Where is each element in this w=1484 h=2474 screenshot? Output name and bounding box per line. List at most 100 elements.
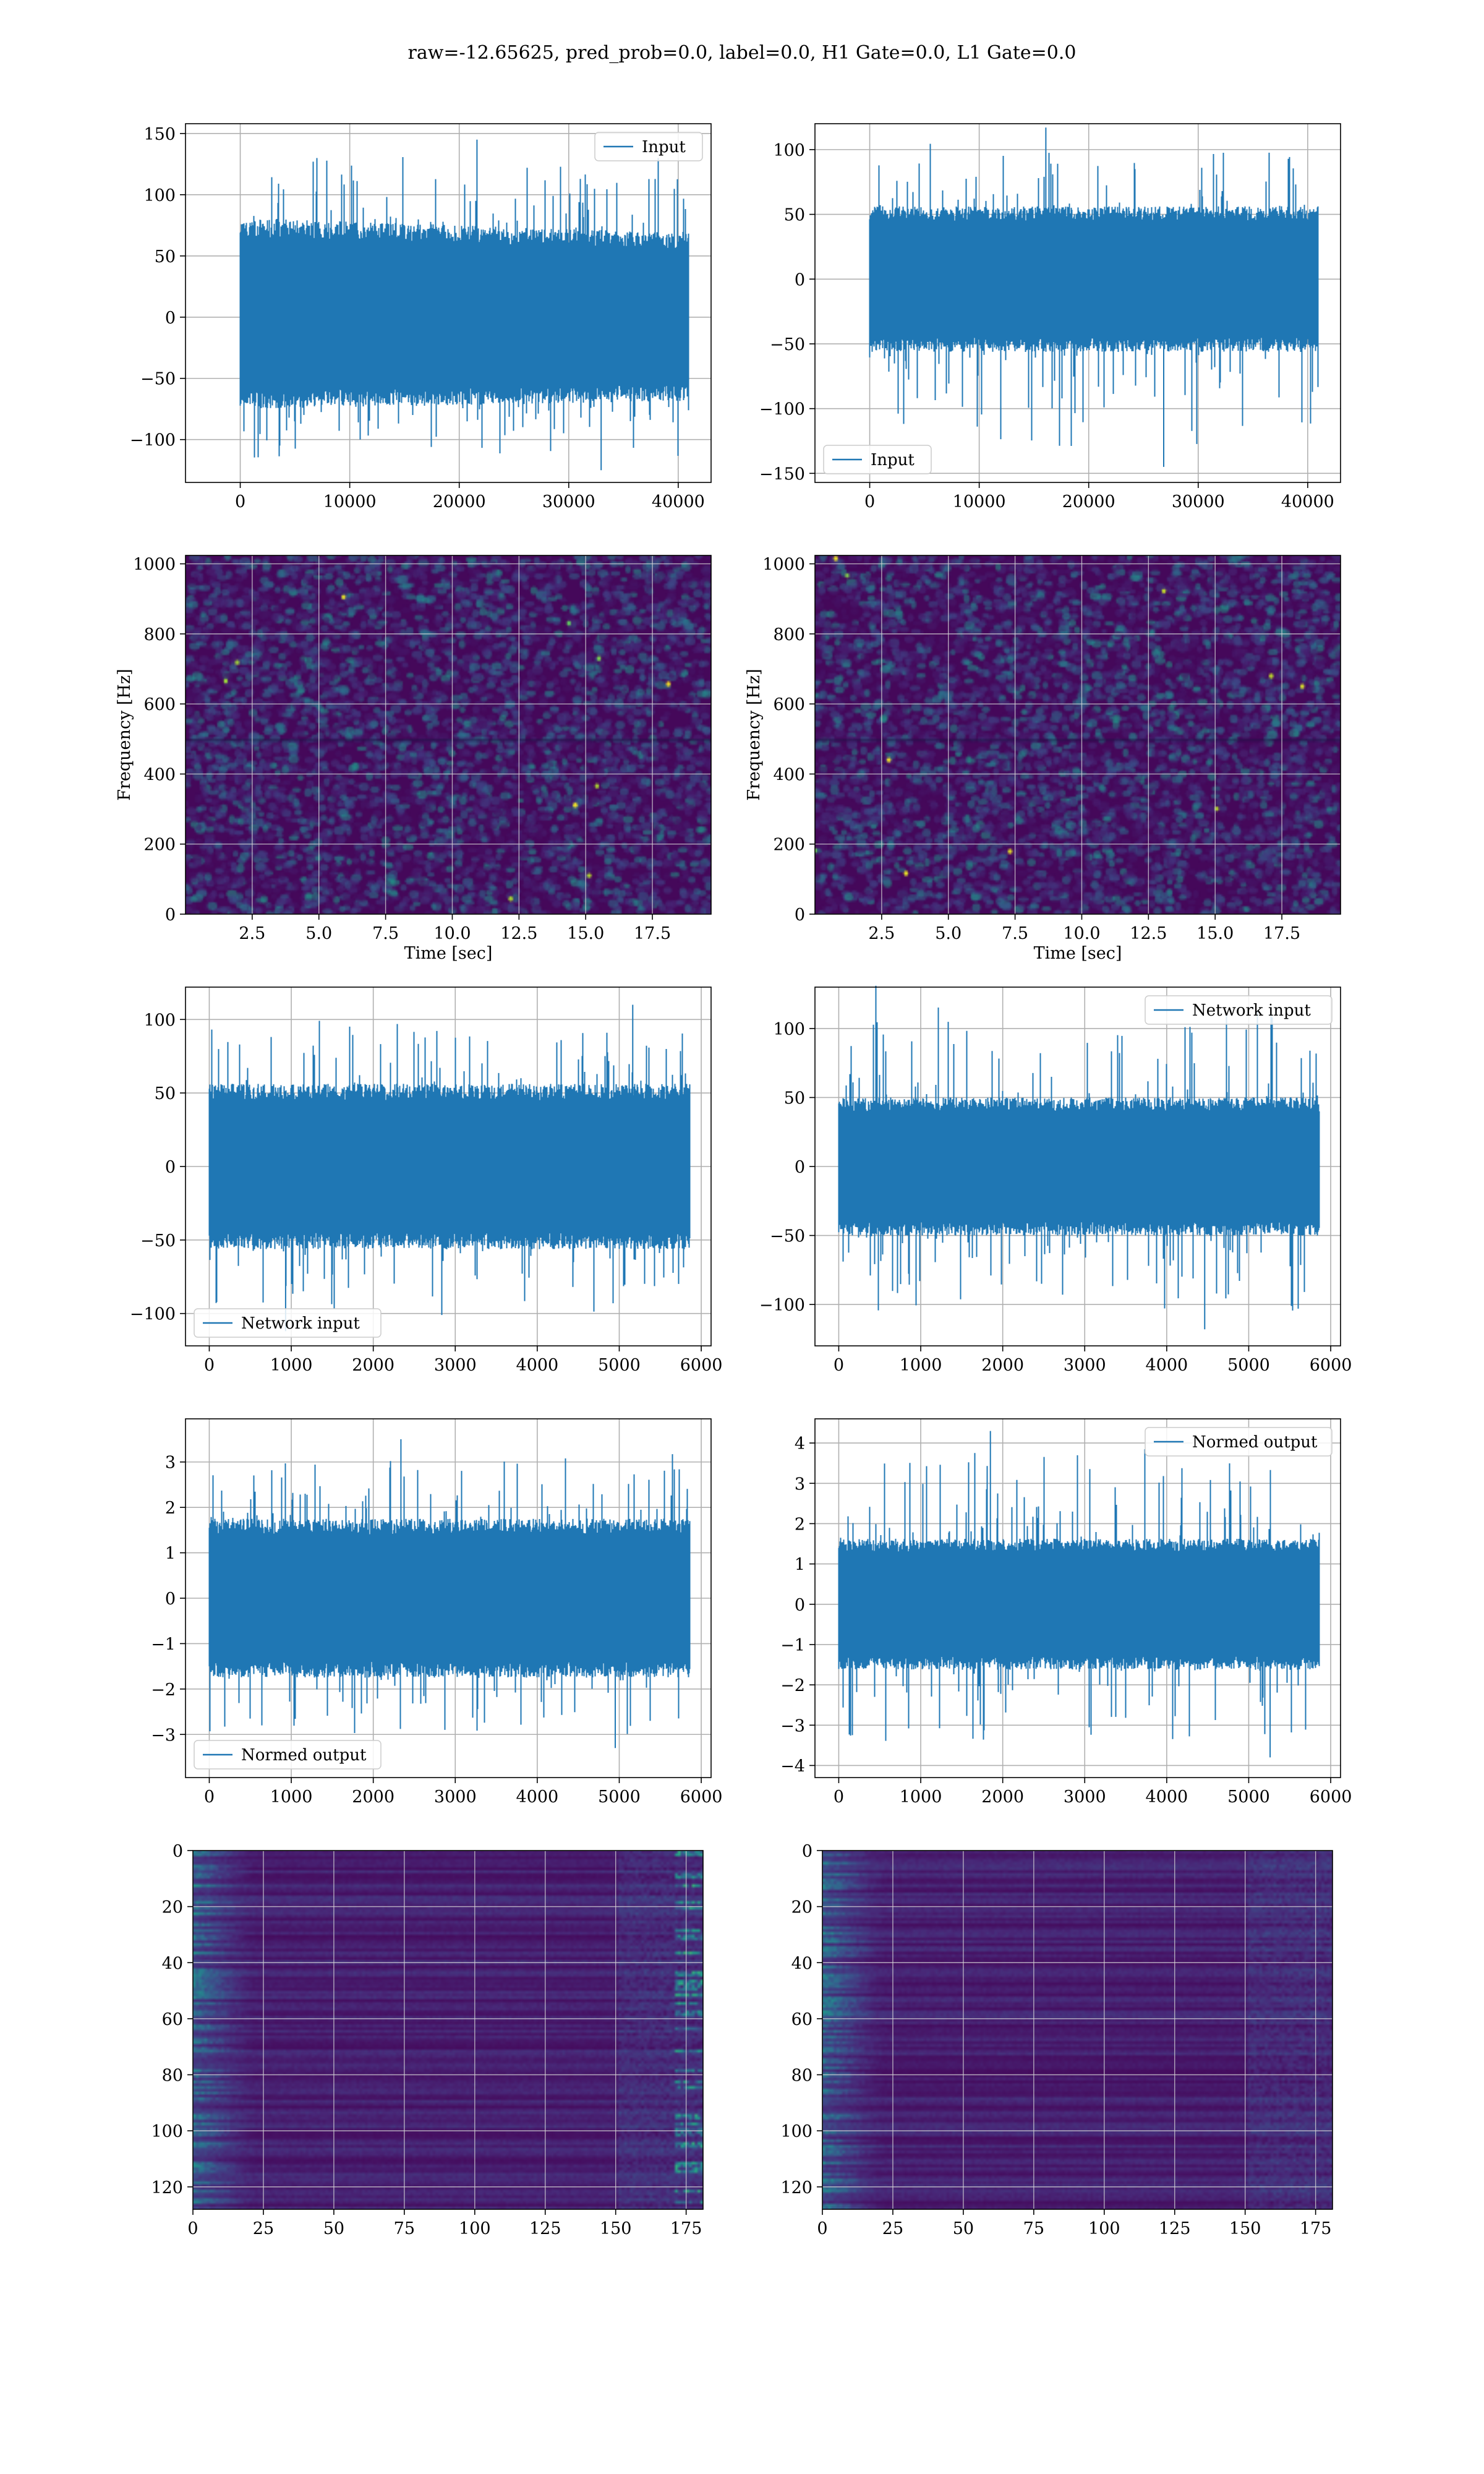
- x-tick-label: 5.0: [305, 924, 332, 943]
- x-tick-label: 4000: [516, 1787, 559, 1807]
- x-tick-label: 5000: [1227, 1787, 1270, 1807]
- y-tick-label: 0: [795, 1158, 805, 1177]
- legend: Normed output: [194, 1740, 382, 1770]
- x-tick-label: 5000: [1227, 1356, 1270, 1375]
- legend-label: Network input: [1192, 1001, 1311, 1020]
- series-line: [869, 127, 1319, 467]
- x-tick-label: 40000: [652, 492, 705, 511]
- x-tick-label: 5000: [598, 1787, 641, 1807]
- x-tick-label: 2.5: [239, 924, 265, 943]
- panel-7: 0 1000 2000 3000 4000 5000 6000 −3 −2 −1 0 1 2 3 Norme…: [151, 1418, 722, 1807]
- y-tick-label: 400: [143, 765, 176, 784]
- x-tick-label: 3000: [434, 1356, 477, 1375]
- x-tick-label: 0: [235, 492, 245, 511]
- y-tick-label: 3: [795, 1475, 805, 1494]
- y-tick-label: 20: [162, 1898, 183, 1917]
- y-tick-label: −4: [780, 1757, 805, 1776]
- y-tick-label: −1: [151, 1635, 176, 1654]
- y-tick-label: 1: [165, 1544, 176, 1564]
- panel-9: 0 25 50 75 100 125 150 175 0 20 40 60 80 100 120: [151, 1842, 704, 2238]
- x-tick-label: 2000: [981, 1356, 1024, 1375]
- axes-frame: [185, 555, 712, 915]
- x-tick-label: 5000: [598, 1356, 641, 1375]
- series-line: [239, 139, 689, 471]
- y-tick-label: −3: [151, 1726, 176, 1745]
- heatmap-image: [815, 555, 1341, 914]
- y-tick-label: 100: [773, 141, 805, 160]
- x-tick-label: 10000: [953, 492, 1006, 511]
- y-tick-label: −100: [130, 431, 176, 450]
- x-tick-label: 150: [600, 2219, 632, 2238]
- y-tick-label: 0: [165, 1158, 176, 1177]
- legend: Network input: [1145, 995, 1333, 1025]
- heatmap-image: [186, 555, 711, 914]
- y-tick-label: 50: [155, 1084, 176, 1103]
- x-axis-label: Time [sec]: [404, 944, 493, 963]
- x-tick-label: 10000: [323, 492, 377, 511]
- x-tick-label: 10.0: [433, 924, 471, 943]
- y-tick-label: 2: [165, 1499, 176, 1518]
- y-tick-label: −50: [770, 1227, 805, 1246]
- x-tick-label: 1000: [270, 1787, 313, 1807]
- x-tick-label: 100: [459, 2219, 491, 2238]
- legend-box: [194, 1740, 382, 1770]
- y-tick-label: 120: [151, 2178, 183, 2198]
- legend-label: Network input: [241, 1314, 360, 1333]
- y-tick-label: 50: [784, 1089, 805, 1108]
- x-tick-label: 3000: [1064, 1787, 1106, 1807]
- x-tick-label: 1000: [900, 1787, 942, 1807]
- x-tick-label: 0: [834, 1787, 844, 1807]
- x-tick-label: 17.5: [634, 924, 671, 943]
- y-tick-label: 100: [143, 186, 176, 205]
- y-tick-label: 600: [773, 695, 805, 714]
- panel-3: 2.5 5.0 7.5 10.0 12.5 15.0 17.5 0 200 400 600 800 10…: [115, 555, 712, 963]
- x-tick-label: 50: [323, 2219, 344, 2238]
- x-tick-label: 2000: [352, 1787, 394, 1807]
- x-tick-label: 4000: [1146, 1356, 1188, 1375]
- y-tick-label: −50: [140, 370, 176, 389]
- axes-frame: [822, 1850, 1333, 2210]
- legend: Normed output: [1145, 1427, 1333, 1457]
- x-tick-label: 100: [1088, 2219, 1120, 2238]
- series-line: [208, 1439, 691, 1748]
- legend-label: Input: [871, 451, 915, 469]
- y-tick-label: 60: [162, 2010, 183, 2029]
- x-tick-label: 7.5: [1002, 924, 1028, 943]
- legend: Input: [823, 445, 932, 474]
- legend-box: [594, 132, 703, 161]
- y-tick-label: 100: [780, 2122, 812, 2141]
- x-tick-label: 30000: [542, 492, 595, 511]
- x-tick-label: 150: [1229, 2219, 1261, 2238]
- x-tick-label: 10.0: [1063, 924, 1100, 943]
- x-tick-label: 175: [670, 2219, 702, 2238]
- y-tick-label: −100: [759, 1296, 805, 1315]
- y-tick-label: 50: [155, 247, 176, 267]
- y-tick-label: 2: [795, 1515, 805, 1534]
- legend-box: [1145, 995, 1333, 1025]
- legend: Input: [594, 132, 703, 161]
- x-tick-label: 25: [882, 2219, 903, 2238]
- y-tick-label: 200: [143, 836, 176, 855]
- x-tick-label: 0: [187, 2219, 198, 2238]
- x-tick-label: 0: [204, 1356, 215, 1375]
- y-axis-label: Frequency [Hz]: [115, 669, 134, 800]
- x-tick-label: 25: [253, 2219, 274, 2238]
- series-line: [838, 1431, 1320, 1758]
- x-tick-label: 4000: [1146, 1787, 1188, 1807]
- y-tick-label: 600: [143, 695, 176, 714]
- y-tick-label: 120: [780, 2178, 812, 2198]
- x-tick-label: 30000: [1172, 492, 1225, 511]
- y-tick-label: 80: [162, 2066, 183, 2086]
- y-tick-label: 0: [802, 1842, 812, 1861]
- y-axis-label: Frequency [Hz]: [744, 669, 764, 800]
- y-tick-label: 800: [773, 625, 805, 644]
- legend-box: [194, 1308, 382, 1338]
- y-tick-label: 0: [173, 1842, 183, 1861]
- x-tick-label: 2000: [352, 1356, 394, 1375]
- y-tick-label: 1000: [133, 555, 176, 575]
- panel-2: 0 10000 20000 30000 40000 −150 −100 −50 0 50 100 In…: [759, 123, 1341, 511]
- y-tick-label: −150: [759, 464, 805, 484]
- y-tick-label: 800: [143, 625, 176, 644]
- x-tick-label: 175: [1300, 2219, 1332, 2238]
